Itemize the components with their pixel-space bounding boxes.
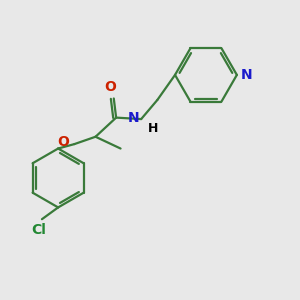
Text: Cl: Cl — [32, 223, 46, 237]
Text: O: O — [57, 135, 69, 149]
Text: N: N — [240, 68, 252, 82]
Text: O: O — [104, 80, 116, 94]
Text: N: N — [128, 112, 140, 125]
Text: H: H — [148, 122, 158, 135]
